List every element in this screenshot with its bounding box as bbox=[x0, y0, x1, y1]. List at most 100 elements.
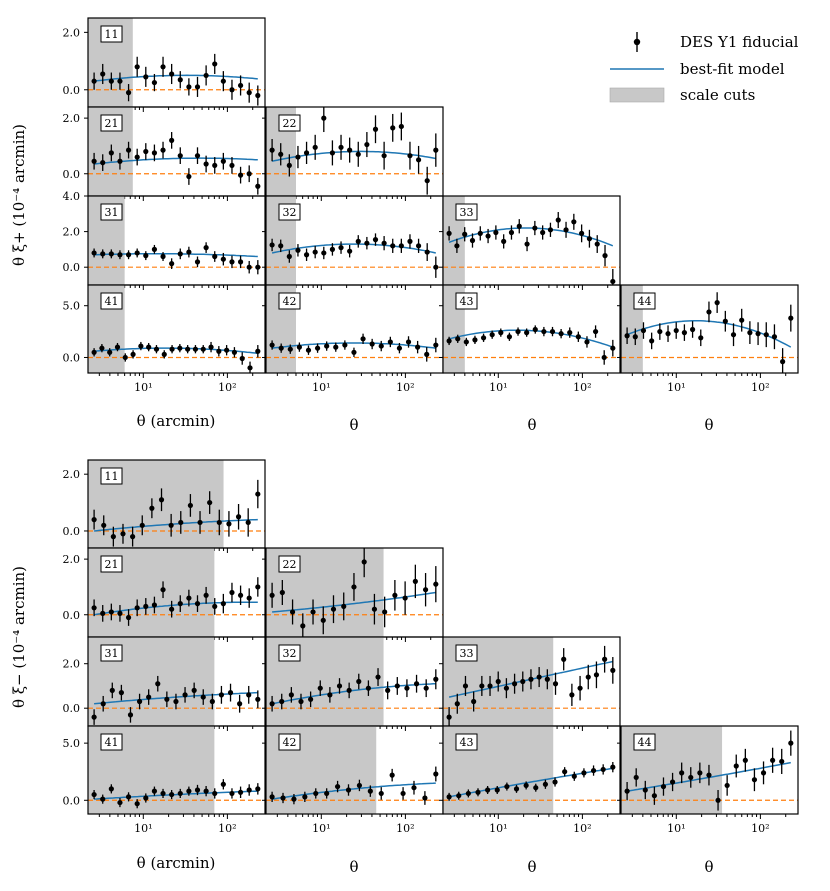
data-point bbox=[338, 245, 344, 251]
data-point bbox=[246, 264, 252, 270]
data-point bbox=[356, 678, 362, 685]
data-point bbox=[472, 337, 478, 343]
data-point bbox=[197, 519, 203, 526]
data-point bbox=[788, 315, 794, 321]
data-point bbox=[108, 78, 114, 84]
panel-label-box bbox=[100, 644, 123, 662]
y-tick-label: 0.0 bbox=[63, 168, 81, 181]
data-point bbox=[136, 698, 143, 705]
data-point bbox=[100, 701, 106, 707]
y-tick-label: 2.0 bbox=[63, 468, 81, 481]
y-tick-label: 0.0 bbox=[63, 351, 81, 364]
data-point bbox=[310, 609, 316, 615]
data-point bbox=[151, 788, 158, 794]
data-point bbox=[216, 519, 222, 526]
data-point bbox=[143, 148, 149, 155]
x-tick-label: 10¹ bbox=[134, 381, 152, 394]
data-point bbox=[203, 161, 209, 167]
data-point bbox=[255, 92, 261, 99]
data-point bbox=[100, 251, 106, 257]
data-point bbox=[495, 678, 501, 685]
data-point bbox=[411, 785, 417, 791]
x-tick-label: 10² bbox=[751, 381, 769, 394]
data-point bbox=[524, 330, 530, 336]
data-point bbox=[504, 783, 510, 790]
data-point bbox=[134, 801, 140, 807]
data-point bbox=[279, 589, 285, 596]
data-point bbox=[186, 249, 192, 255]
panel-label-box bbox=[100, 555, 123, 573]
data-point bbox=[203, 592, 209, 598]
data-point bbox=[561, 656, 567, 662]
data-point bbox=[372, 126, 379, 132]
data-point bbox=[237, 789, 244, 795]
data-point bbox=[480, 335, 487, 341]
data-point bbox=[524, 241, 530, 247]
data-point bbox=[91, 158, 97, 164]
data-point bbox=[109, 687, 115, 694]
data-point bbox=[763, 332, 769, 338]
data-point bbox=[389, 772, 395, 778]
data-point bbox=[151, 79, 158, 86]
data-point bbox=[308, 696, 314, 702]
xi-plus-y-axis-label: θ ξ+ (10⁻⁴ arcmin) bbox=[10, 124, 28, 266]
data-point bbox=[212, 253, 218, 260]
panel-label-box bbox=[278, 644, 301, 662]
data-point bbox=[698, 335, 704, 341]
data-point bbox=[523, 782, 529, 789]
data-point bbox=[624, 788, 630, 794]
panel-label-text: 32 bbox=[283, 206, 297, 219]
data-point bbox=[355, 238, 361, 244]
xi-minus-x-label-col1: θ (arcmin) bbox=[137, 854, 216, 872]
data-point bbox=[544, 676, 550, 682]
data-point bbox=[330, 606, 337, 612]
panel-label-text: 22 bbox=[283, 558, 297, 571]
data-point bbox=[592, 328, 599, 335]
panel-label-text: 11 bbox=[105, 28, 119, 41]
data-point bbox=[364, 141, 370, 148]
data-point bbox=[146, 694, 152, 700]
best-fit-model-curve bbox=[271, 243, 436, 254]
panel-label-box bbox=[278, 203, 301, 221]
data-point bbox=[186, 173, 192, 180]
data-point bbox=[255, 348, 261, 354]
data-point bbox=[312, 144, 318, 150]
x-tick-label: 10¹ bbox=[312, 381, 330, 394]
x-tick-label: 10² bbox=[218, 381, 236, 394]
data-point bbox=[186, 595, 192, 601]
data-point bbox=[454, 243, 460, 249]
data-point bbox=[91, 714, 97, 720]
data-point bbox=[158, 497, 165, 503]
data-point bbox=[186, 788, 192, 794]
data-point bbox=[300, 623, 306, 629]
data-point bbox=[286, 162, 292, 169]
y-tick-label: 0.0 bbox=[63, 702, 81, 715]
data-point bbox=[194, 153, 201, 159]
data-point bbox=[660, 783, 667, 790]
data-point bbox=[237, 592, 244, 598]
panel-31: 31 bbox=[84, 195, 266, 290]
data-point bbox=[298, 698, 304, 705]
data-point bbox=[462, 683, 469, 689]
data-point bbox=[227, 690, 234, 696]
data-point bbox=[679, 770, 685, 776]
data-point bbox=[108, 150, 114, 156]
panel-43: 43 bbox=[439, 284, 621, 378]
data-point bbox=[255, 491, 261, 497]
data-point bbox=[649, 338, 655, 344]
data-point bbox=[153, 346, 160, 352]
data-point bbox=[246, 595, 252, 601]
data-point bbox=[489, 332, 495, 338]
data-point bbox=[742, 757, 748, 763]
data-point bbox=[688, 774, 694, 781]
data-point bbox=[446, 230, 452, 236]
xi-minus-x-label-col3: θ bbox=[527, 858, 536, 876]
data-point bbox=[235, 514, 242, 520]
panel-label-text: 31 bbox=[105, 647, 119, 660]
data-point bbox=[396, 345, 403, 351]
data-point bbox=[585, 674, 591, 680]
data-point bbox=[177, 345, 183, 351]
data-point bbox=[255, 183, 261, 189]
panel-plot-area bbox=[266, 107, 443, 196]
